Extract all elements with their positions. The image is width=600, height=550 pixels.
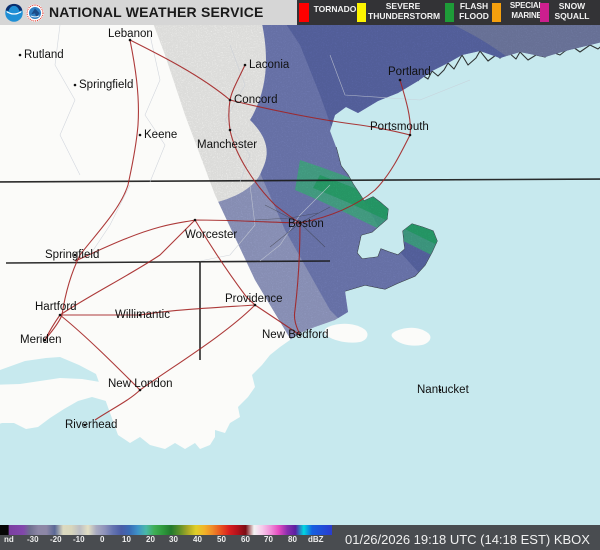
svg-text:Manchester: Manchester: [197, 139, 257, 151]
svg-text:Lebanon: Lebanon: [108, 28, 153, 40]
svg-text:Nantucket: Nantucket: [417, 384, 470, 396]
svg-text:Portsmouth: Portsmouth: [370, 121, 429, 133]
svg-text:Boston: Boston: [288, 218, 324, 230]
svg-text:New London: New London: [108, 378, 173, 390]
svg-text:Rutland: Rutland: [24, 49, 64, 61]
svg-text:Concord: Concord: [234, 94, 277, 106]
svg-text:Hartford: Hartford: [35, 301, 77, 313]
svg-text:Willimantic: Willimantic: [115, 309, 170, 321]
svg-text:Springfield: Springfield: [79, 79, 133, 91]
svg-text:Laconia: Laconia: [249, 59, 290, 71]
svg-text:Meriden: Meriden: [20, 334, 62, 346]
svg-text:Providence: Providence: [225, 293, 283, 305]
svg-text:Keene: Keene: [144, 129, 177, 141]
svg-text:Portland: Portland: [388, 66, 431, 78]
svg-text:Worcester: Worcester: [185, 229, 237, 241]
svg-text:New Bedford: New Bedford: [262, 329, 328, 341]
svg-text:Riverhead: Riverhead: [65, 419, 117, 431]
svg-text:Springfield: Springfield: [45, 249, 99, 261]
